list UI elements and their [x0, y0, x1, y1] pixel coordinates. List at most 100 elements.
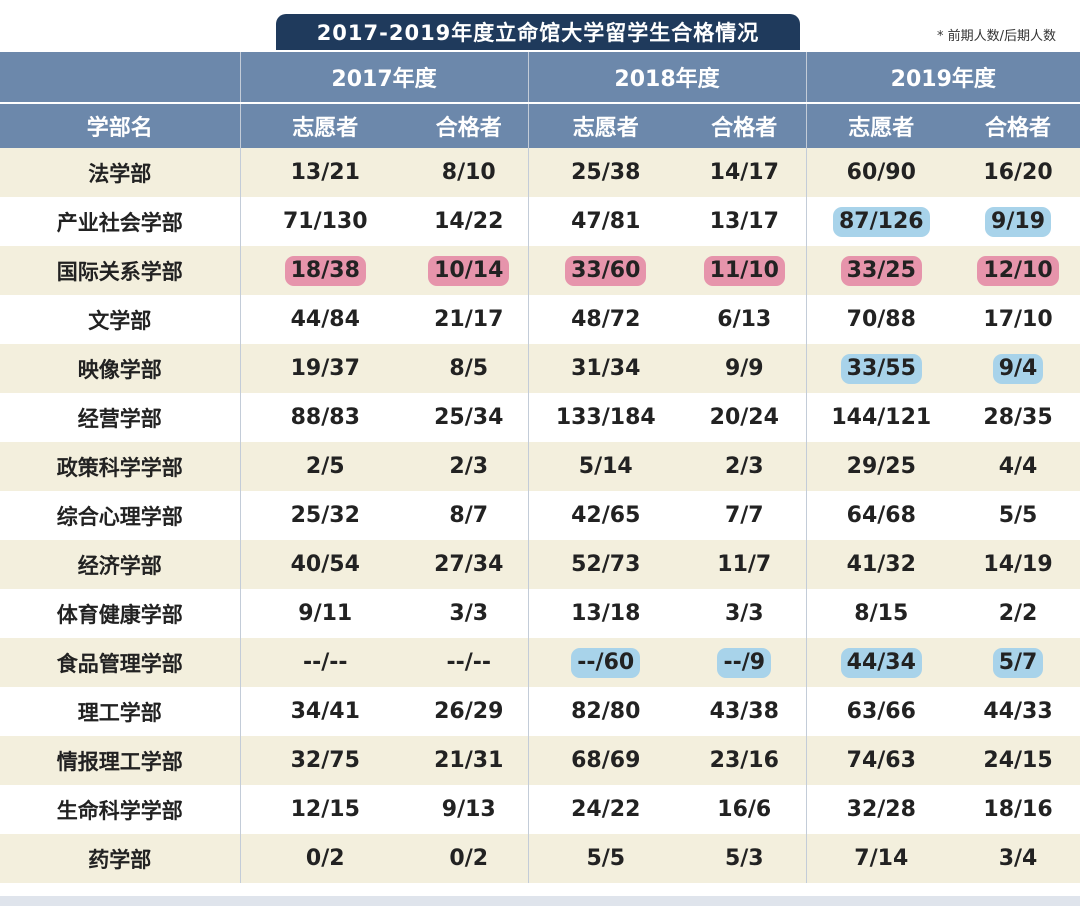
- value-text: 25/38: [571, 160, 641, 185]
- highlighted-value: 33/55: [840, 353, 922, 384]
- volunteer-cell: 144/121: [805, 393, 957, 442]
- value-text: 23/16: [709, 748, 779, 773]
- value-text: 0/2: [305, 846, 345, 871]
- pass-cell: 28/35: [956, 393, 1080, 442]
- column-header-row: 学部名 志愿者 合格者 志愿者 合格者 志愿者 合格者: [0, 102, 1080, 148]
- table-body: 法学部 13/21 8/10 25/38 14/17 60/90 16/20 产业社会学部 71…: [0, 148, 1080, 883]
- value-text: 68/69: [571, 748, 641, 773]
- value-text: 25/32: [290, 503, 360, 528]
- volunteer-cell: 44/34: [805, 638, 957, 687]
- pass-cell: 9/4: [956, 344, 1080, 393]
- value-text: 19/37: [290, 356, 360, 381]
- volunteer-cell: 88/83: [239, 393, 410, 442]
- pass-cell: 27/34: [410, 540, 529, 589]
- value-text: 3/3: [724, 601, 764, 626]
- table-row: 政策科学学部 2/5 2/3 5/14 2/3 29/25 4/4: [0, 442, 1080, 491]
- value-text: 5/3: [724, 846, 764, 871]
- volunteer-cell: 9/11: [239, 589, 410, 638]
- value-text: --/--: [302, 650, 348, 675]
- table-row: 经济学部 40/54 27/34 52/73 11/7 41/32 14/19: [0, 540, 1080, 589]
- value-text: 3/4: [998, 846, 1038, 871]
- pass-cell: --/--: [410, 638, 529, 687]
- value-text: 70/88: [846, 307, 916, 332]
- table-row: 情报理工学部 32/75 21/31 68/69 23/16 74/63 24/15: [0, 736, 1080, 785]
- highlighted-value: 11/10: [703, 255, 785, 286]
- pass-cell: 9/13: [410, 785, 529, 834]
- footnote-legend: * 前期人数/后期人数: [936, 29, 1056, 44]
- pass-cell: 16/20: [956, 148, 1080, 197]
- value-text: 8/10: [441, 160, 496, 185]
- value-text: 13/17: [709, 209, 779, 234]
- volunteer-cell: 13/21: [239, 148, 410, 197]
- volunteer-cell: 12/15: [239, 785, 410, 834]
- volunteer-cell: 33/25: [805, 246, 957, 295]
- pass-cell: 14/17: [683, 148, 807, 197]
- dept-name-cell: 理工学部: [0, 687, 240, 736]
- value-text: 133/184: [555, 405, 656, 430]
- volunteer-cell: 33/55: [805, 344, 957, 393]
- dept-name-cell: 政策科学学部: [0, 442, 240, 491]
- value-text: 2/3: [724, 454, 764, 479]
- volunteer-cell: 19/37: [239, 344, 410, 393]
- pass-cell: 20/24: [683, 393, 807, 442]
- pass-cell: 23/16: [683, 736, 807, 785]
- value-text: 14/19: [983, 552, 1053, 577]
- value-text: 14/22: [434, 209, 504, 234]
- volunteer-cell: 44/84: [239, 295, 410, 344]
- value-text: 74/63: [846, 748, 916, 773]
- value-text: 9/9: [724, 356, 764, 381]
- pass-cell: 8/7: [410, 491, 529, 540]
- dept-name-cell: 食品管理学部: [0, 638, 240, 687]
- pass-cell: 6/13: [683, 295, 807, 344]
- pass-cell: 13/17: [683, 197, 807, 246]
- volunteer-cell: 34/41: [239, 687, 410, 736]
- dept-name-cell: 文学部: [0, 295, 240, 344]
- value-text: 21/31: [434, 748, 504, 773]
- pass-cell: 24/15: [956, 736, 1080, 785]
- value-text: --/--: [446, 650, 492, 675]
- highlighted-value: 10/14: [428, 255, 510, 286]
- pass-cell: 4/4: [956, 442, 1080, 491]
- pass-cell: 16/6: [683, 785, 807, 834]
- page-title: 2017-2019年度立命馆大学留学生合格情况: [276, 14, 800, 50]
- highlighted-value: 18/38: [284, 255, 366, 286]
- pass-cell: 3/3: [683, 589, 807, 638]
- dept-name-cell: 经营学部: [0, 393, 240, 442]
- value-text: 88/83: [290, 405, 360, 430]
- value-text: 82/80: [571, 699, 641, 724]
- value-text: 71/130: [282, 209, 368, 234]
- value-text: 25/34: [434, 405, 504, 430]
- value-text: 4/4: [998, 454, 1038, 479]
- value-text: 34/41: [290, 699, 360, 724]
- pass-cell: 25/34: [410, 393, 529, 442]
- value-text: 13/18: [571, 601, 641, 626]
- value-text: 5/5: [586, 846, 626, 871]
- pass-cell: 14/19: [956, 540, 1080, 589]
- value-text: 31/34: [571, 356, 641, 381]
- volunteer-cell: 71/130: [239, 197, 410, 246]
- pass-cell: 11/7: [683, 540, 807, 589]
- value-text: 2/5: [305, 454, 345, 479]
- pass-cell: 9/9: [683, 344, 807, 393]
- pass-cell: 5/5: [956, 491, 1080, 540]
- pass-cell: 2/3: [683, 442, 807, 491]
- pass-cell: 12/10: [956, 246, 1080, 295]
- highlighted-value: 33/60: [565, 255, 647, 286]
- volunteer-cell: 18/38: [239, 246, 410, 295]
- pass-cell: 21/31: [410, 736, 529, 785]
- table-row: 综合心理学部 25/32 8/7 42/65 7/7 64/68 5/5: [0, 491, 1080, 540]
- admission-table: 2017年度 2018年度 2019年度 学部名 志愿者 合格者 志愿者 合格者…: [0, 50, 1080, 883]
- volunteer-cell: 40/54: [239, 540, 410, 589]
- year-header-2018: 2018年度: [527, 50, 807, 103]
- volunteer-cell: 13/18: [527, 589, 684, 638]
- value-text: 42/65: [571, 503, 641, 528]
- value-text: 12/15: [290, 797, 360, 822]
- value-text: 7/14: [854, 846, 909, 871]
- pass-cell: 2/2: [956, 589, 1080, 638]
- value-text: 47/81: [571, 209, 641, 234]
- pass-cell: 0/2: [410, 834, 529, 883]
- volunteer-cell: 32/75: [239, 736, 410, 785]
- volunteer-cell: 64/68: [805, 491, 957, 540]
- value-text: 43/38: [709, 699, 779, 724]
- volunteer-cell: 74/63: [805, 736, 957, 785]
